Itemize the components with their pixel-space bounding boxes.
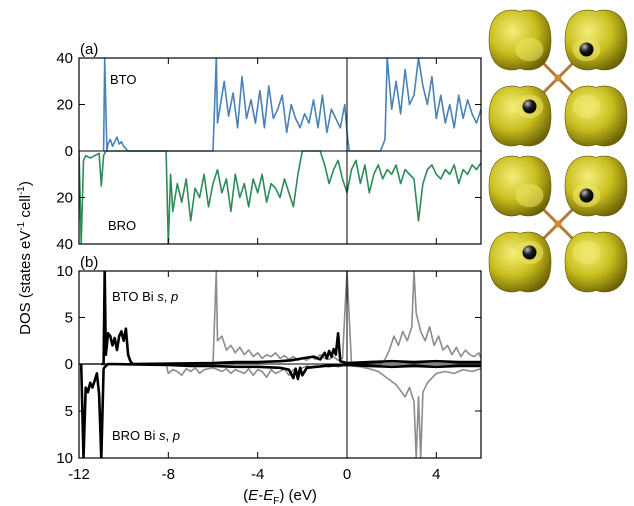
y-axis-title: DOS (states eV-1 cell-1) bbox=[16, 181, 34, 335]
series-label-separator: , bbox=[165, 428, 172, 443]
isosurface-cluster-top bbox=[488, 9, 628, 147]
bi-atom bbox=[522, 99, 537, 114]
y-tick-label: 0 bbox=[65, 356, 73, 373]
x-tick-label: -8 bbox=[162, 466, 175, 483]
isosurface-highlight bbox=[572, 240, 601, 265]
x-axis-title-part: ( bbox=[243, 487, 248, 504]
isosurface-lobe bbox=[488, 85, 552, 147]
y-axis-title: DOS (states eV-1 cell-1) bbox=[16, 181, 34, 335]
series-line-bro bbox=[79, 150, 481, 244]
series-line-bto bbox=[102, 58, 481, 152]
y-axis-title-part: DOS (states eV bbox=[17, 231, 34, 335]
isosurface-lobe bbox=[488, 9, 552, 71]
y-tick-label: 10 bbox=[56, 263, 73, 280]
series-line-bto-bi-s-p bbox=[101, 271, 481, 366]
y-tick-label: 40 bbox=[56, 236, 73, 253]
panel-label: (b) bbox=[80, 254, 98, 271]
isosurface-lobe bbox=[488, 231, 552, 293]
y-tick-label: 5 bbox=[65, 310, 73, 327]
bi-atom bbox=[522, 245, 537, 260]
x-axis-title-subscript: F bbox=[273, 496, 279, 506]
panel-label: (a) bbox=[80, 41, 98, 58]
series-label-orbital: p bbox=[172, 428, 180, 443]
x-tick-label: -12 bbox=[68, 466, 90, 483]
y-axis-title-part: ) bbox=[17, 181, 34, 186]
y-tick-label: 40 bbox=[56, 50, 73, 67]
x-tick-label: 4 bbox=[432, 466, 440, 483]
series-line-other-down bbox=[79, 363, 481, 458]
series-label-orbital: s bbox=[157, 289, 164, 304]
series-label: BTO bbox=[110, 72, 137, 87]
isosurface-inset bbox=[488, 9, 628, 293]
isosurface-lobe bbox=[564, 231, 628, 293]
series-label: BTO Bi s, p bbox=[112, 289, 178, 304]
series-line-bro-bi-s-p bbox=[79, 362, 481, 458]
isosurface-highlight bbox=[515, 183, 544, 208]
series-label-text: BTO Bi bbox=[112, 289, 157, 304]
y-axis-title-superscript: -1 bbox=[16, 221, 27, 230]
y-axis-title-part: cell bbox=[17, 195, 34, 222]
series-label-text: BRO Bi bbox=[112, 428, 159, 443]
y-tick-label: 20 bbox=[56, 97, 73, 114]
series-label-orbital: s bbox=[159, 428, 166, 443]
isosurface-highlight bbox=[515, 37, 544, 62]
isosurface-lobe bbox=[488, 155, 552, 217]
bi-atom bbox=[579, 188, 594, 203]
isosurface-highlight bbox=[572, 94, 601, 119]
series-label-orbital: p bbox=[170, 289, 178, 304]
y-tick-label: 20 bbox=[56, 190, 73, 207]
x-axis: -12 -8 -4 0 4(E-EF) (eV) bbox=[68, 466, 440, 506]
isosurface-lobe bbox=[564, 9, 628, 71]
center-atom bbox=[554, 74, 562, 82]
y-tick-label: 0 bbox=[65, 143, 73, 160]
isosurface-lobe bbox=[564, 85, 628, 147]
bi-atom bbox=[579, 42, 594, 57]
series-label: BRO bbox=[108, 218, 136, 233]
x-axis-title-part: - bbox=[258, 487, 263, 504]
series-label-separator: , bbox=[164, 289, 171, 304]
y-tick-label: 10 bbox=[56, 450, 73, 467]
x-axis-title: (E-EF) (eV) bbox=[243, 487, 317, 506]
x-tick-label: 0 bbox=[343, 466, 351, 483]
x-axis-title-part: E bbox=[248, 487, 259, 504]
isosurface-cluster-bottom bbox=[488, 155, 628, 293]
x-tick-label: -4 bbox=[251, 466, 264, 483]
y-axis-title-superscript: -1 bbox=[16, 186, 27, 195]
center-atom bbox=[554, 220, 562, 228]
isosurface-lobe bbox=[564, 155, 628, 217]
series-label: BRO Bi s, p bbox=[112, 428, 180, 443]
panel-a: 40 20 0 20 40 (a) BTO BRO bbox=[56, 41, 482, 253]
series-line-other-up bbox=[79, 271, 481, 365]
y-tick-label: 5 bbox=[65, 403, 73, 420]
x-axis-title-part: E bbox=[263, 487, 274, 504]
x-axis-title-part: ) (eV) bbox=[279, 487, 317, 504]
